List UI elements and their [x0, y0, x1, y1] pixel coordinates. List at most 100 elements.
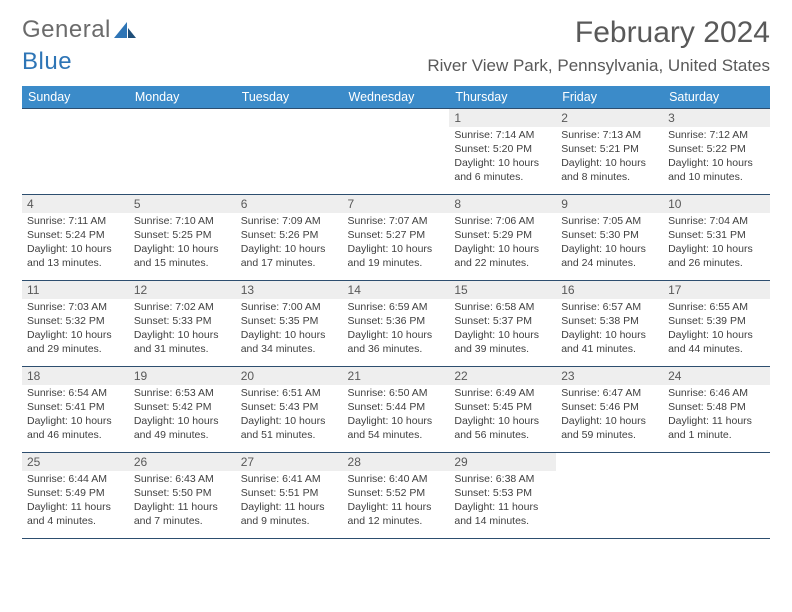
calendar-day-cell: 24 Sunrise: 6:46 AMSunset: 5:48 PMDayligh…	[663, 367, 770, 453]
day-details: Sunrise: 6:57 AMSunset: 5:38 PMDaylight:…	[556, 299, 663, 360]
day-number: 27	[241, 455, 338, 469]
calendar-week-row: 4Sunrise: 7:11 AMSunset: 5:24 PMDaylight…	[22, 195, 770, 281]
day-number: 25	[27, 455, 124, 469]
calendar-day-cell: 28 Sunrise: 6:40 AMSunset: 5:52 PMDayligh…	[343, 453, 450, 539]
day-details: Sunrise: 6:40 AMSunset: 5:52 PMDaylight:…	[343, 471, 450, 532]
day-header: Sunday	[22, 86, 129, 109]
day-number: 3	[668, 111, 765, 125]
calendar-day-cell: 14 Sunrise: 6:59 AMSunset: 5:36 PMDayligh…	[343, 281, 450, 367]
day-number: 21	[348, 369, 445, 383]
day-number: 24	[668, 369, 765, 383]
day-header: Monday	[129, 86, 236, 109]
calendar-day-cell: 19 Sunrise: 6:53 AMSunset: 5:42 PMDayligh…	[129, 367, 236, 453]
calendar-day-cell: 4Sunrise: 7:11 AMSunset: 5:24 PMDaylight…	[22, 195, 129, 281]
day-number: 5	[134, 197, 231, 211]
calendar-day-cell: 15 Sunrise: 6:58 AMSunset: 5:37 PMDayligh…	[449, 281, 556, 367]
day-number: 23	[561, 369, 658, 383]
calendar-day-cell: 18 Sunrise: 6:54 AMSunset: 5:41 PMDayligh…	[22, 367, 129, 453]
day-number: 19	[134, 369, 231, 383]
day-number: 12	[134, 283, 231, 297]
day-header: Thursday	[449, 86, 556, 109]
day-number: 9	[561, 197, 658, 211]
logo-word-2: Blue	[22, 48, 72, 76]
day-details: Sunrise: 6:44 AMSunset: 5:49 PMDaylight:…	[22, 471, 129, 532]
calendar-day-cell: 25 Sunrise: 6:44 AMSunset: 5:49 PMDayligh…	[22, 453, 129, 539]
calendar-day-cell: 1 Sunrise: 7:14 AMSunset: 5:20 PMDaylight…	[449, 109, 556, 195]
day-details: Sunrise: 6:43 AMSunset: 5:50 PMDaylight:…	[129, 471, 236, 532]
calendar-day-cell: 23 Sunrise: 6:47 AMSunset: 5:46 PMDayligh…	[556, 367, 663, 453]
calendar-day-cell	[556, 453, 663, 539]
day-header: Friday	[556, 86, 663, 109]
calendar-day-cell: 12 Sunrise: 7:02 AMSunset: 5:33 PMDayligh…	[129, 281, 236, 367]
calendar-week-row: 25 Sunrise: 6:44 AMSunset: 5:49 PMDayligh…	[22, 453, 770, 539]
calendar-week-row: 18 Sunrise: 6:54 AMSunset: 5:41 PMDayligh…	[22, 367, 770, 453]
day-details: Sunrise: 6:49 AMSunset: 5:45 PMDaylight:…	[449, 385, 556, 446]
calendar-week-row: 1 Sunrise: 7:14 AMSunset: 5:20 PMDaylight…	[22, 109, 770, 195]
day-number: 22	[454, 369, 551, 383]
day-number: 17	[668, 283, 765, 297]
day-number: 16	[561, 283, 658, 297]
day-details: Sunrise: 7:14 AMSunset: 5:20 PMDaylight:…	[449, 127, 556, 188]
calendar-day-cell: 11Sunrise: 7:03 AMSunset: 5:32 PMDayligh…	[22, 281, 129, 367]
day-details: Sunrise: 6:41 AMSunset: 5:51 PMDaylight:…	[236, 471, 343, 532]
day-number: 6	[241, 197, 338, 211]
calendar-day-cell: 2 Sunrise: 7:13 AMSunset: 5:21 PMDaylight…	[556, 109, 663, 195]
day-details: Sunrise: 6:53 AMSunset: 5:42 PMDaylight:…	[129, 385, 236, 446]
day-details: Sunrise: 7:05 AMSunset: 5:30 PMDaylight:…	[556, 213, 663, 274]
day-details: Sunrise: 7:10 AMSunset: 5:25 PMDaylight:…	[129, 213, 236, 274]
month-year-title: February 2024	[575, 16, 770, 50]
day-number: 8	[454, 197, 551, 211]
day-number: 13	[241, 283, 338, 297]
day-number: 20	[241, 369, 338, 383]
day-header: Wednesday	[343, 86, 450, 109]
calendar-day-cell: 10 Sunrise: 7:04 AMSunset: 5:31 PMDayligh…	[663, 195, 770, 281]
day-number: 14	[348, 283, 445, 297]
day-header: Tuesday	[236, 86, 343, 109]
day-number: 18	[27, 369, 124, 383]
day-number: 10	[668, 197, 765, 211]
day-details: Sunrise: 6:51 AMSunset: 5:43 PMDaylight:…	[236, 385, 343, 446]
calendar-day-cell: 17Sunrise: 6:55 AMSunset: 5:39 PMDayligh…	[663, 281, 770, 367]
calendar-day-cell: 27 Sunrise: 6:41 AMSunset: 5:51 PMDayligh…	[236, 453, 343, 539]
day-details: Sunrise: 7:12 AMSunset: 5:22 PMDaylight:…	[663, 127, 770, 188]
day-details: Sunrise: 6:54 AMSunset: 5:41 PMDaylight:…	[22, 385, 129, 446]
calendar-week-row: 11Sunrise: 7:03 AMSunset: 5:32 PMDayligh…	[22, 281, 770, 367]
day-details: Sunrise: 6:38 AMSunset: 5:53 PMDaylight:…	[449, 471, 556, 532]
day-details: Sunrise: 7:13 AMSunset: 5:21 PMDaylight:…	[556, 127, 663, 188]
location-subtitle: River View Park, Pennsylvania, United St…	[427, 56, 770, 76]
day-details: Sunrise: 7:04 AMSunset: 5:31 PMDaylight:…	[663, 213, 770, 274]
day-header-row: Sunday Monday Tuesday Wednesday Thursday…	[22, 86, 770, 109]
day-number: 29	[454, 455, 551, 469]
calendar-day-cell	[129, 109, 236, 195]
day-number: 26	[134, 455, 231, 469]
calendar-day-cell: 21Sunrise: 6:50 AMSunset: 5:44 PMDayligh…	[343, 367, 450, 453]
day-details: Sunrise: 6:46 AMSunset: 5:48 PMDaylight:…	[663, 385, 770, 446]
calendar-day-cell	[663, 453, 770, 539]
day-number: 15	[454, 283, 551, 297]
day-details: Sunrise: 7:06 AMSunset: 5:29 PMDaylight:…	[449, 213, 556, 274]
day-number: 4	[27, 197, 124, 211]
day-number: 7	[348, 197, 445, 211]
day-details: Sunrise: 7:03 AMSunset: 5:32 PMDaylight:…	[22, 299, 129, 360]
calendar-day-cell	[236, 109, 343, 195]
logo: General	[22, 16, 136, 44]
day-number: 28	[348, 455, 445, 469]
logo-word-1: General	[22, 16, 111, 44]
day-details: Sunrise: 6:47 AMSunset: 5:46 PMDaylight:…	[556, 385, 663, 446]
calendar-day-cell: 8 Sunrise: 7:06 AMSunset: 5:29 PMDaylight…	[449, 195, 556, 281]
day-details: Sunrise: 7:07 AMSunset: 5:27 PMDaylight:…	[343, 213, 450, 274]
day-details: Sunrise: 6:58 AMSunset: 5:37 PMDaylight:…	[449, 299, 556, 360]
calendar-day-cell	[22, 109, 129, 195]
day-details: Sunrise: 6:59 AMSunset: 5:36 PMDaylight:…	[343, 299, 450, 360]
calendar-day-cell: 6Sunrise: 7:09 AMSunset: 5:26 PMDaylight…	[236, 195, 343, 281]
calendar-day-cell: 20 Sunrise: 6:51 AMSunset: 5:43 PMDayligh…	[236, 367, 343, 453]
day-details: Sunrise: 7:00 AMSunset: 5:35 PMDaylight:…	[236, 299, 343, 360]
calendar-day-cell: 29 Sunrise: 6:38 AMSunset: 5:53 PMDayligh…	[449, 453, 556, 539]
day-number: 1	[454, 111, 551, 125]
day-details: Sunrise: 7:02 AMSunset: 5:33 PMDaylight:…	[129, 299, 236, 360]
calendar-day-cell: 26 Sunrise: 6:43 AMSunset: 5:50 PMDayligh…	[129, 453, 236, 539]
logo-sail-icon	[114, 22, 136, 40]
day-header: Saturday	[663, 86, 770, 109]
calendar-day-cell: 5 Sunrise: 7:10 AMSunset: 5:25 PMDaylight…	[129, 195, 236, 281]
day-number: 2	[561, 111, 658, 125]
